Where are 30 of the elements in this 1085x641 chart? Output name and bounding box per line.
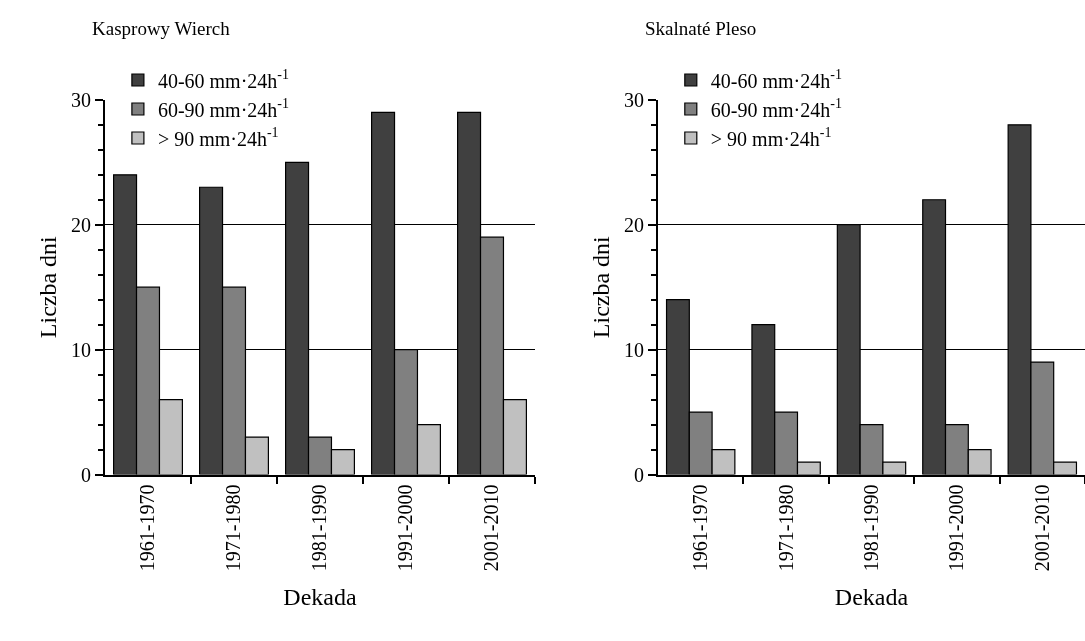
y-tick-label: 0 — [81, 463, 91, 486]
x-axis-title: Dekada — [283, 584, 357, 610]
x-axis-title: Dekada — [834, 584, 909, 610]
y-tick-label: 30 — [71, 88, 91, 111]
x-tick-label: 1971-1980 — [222, 484, 245, 572]
legend-label: 60-90 mm·24h$^{-1}$ — [710, 96, 842, 121]
x-tick-label: 1991-2000 — [945, 484, 968, 572]
x-tick-label: 1961-1970 — [136, 484, 159, 572]
legend-label: 60-90 mm·24h$^{-1}$ — [157, 96, 290, 121]
y-tick-label: 0 — [634, 463, 644, 486]
legend-label: > 90 mm·24h$^{-1}$ — [157, 125, 279, 150]
x-tick-label: 1991-2000 — [394, 484, 417, 572]
legend-label: 40-60 mm·24h$^{-1}$ — [157, 67, 290, 92]
x-tick-label: 2001-2010 — [480, 484, 503, 572]
y-axis-title: Liczba dni — [34, 235, 61, 339]
legend-label: > 90 mm·24h$^{-1}$ — [710, 125, 832, 150]
legend-label: 40-60 mm·24h$^{-1}$ — [710, 67, 842, 92]
y-tick-label: 10 — [71, 338, 91, 361]
x-tick-label: 1981-1990 — [308, 484, 331, 572]
y-tick-label: 10 — [624, 338, 644, 361]
chart-title: Kasprowy Wierch — [92, 18, 231, 39]
x-tick-label: 1971-1980 — [774, 484, 797, 572]
x-tick-label: 1961-1970 — [689, 484, 712, 572]
y-axis-title: Liczba dni — [587, 235, 614, 339]
x-tick-label: 1981-1990 — [860, 484, 882, 572]
chart-title: Skalnaté Pleso — [645, 18, 757, 39]
y-tick-label: 20 — [71, 213, 91, 236]
x-tick-label: 2001-2010 — [1030, 484, 1053, 572]
y-tick-label: 20 — [624, 213, 644, 236]
y-tick-label: 30 — [624, 88, 644, 111]
